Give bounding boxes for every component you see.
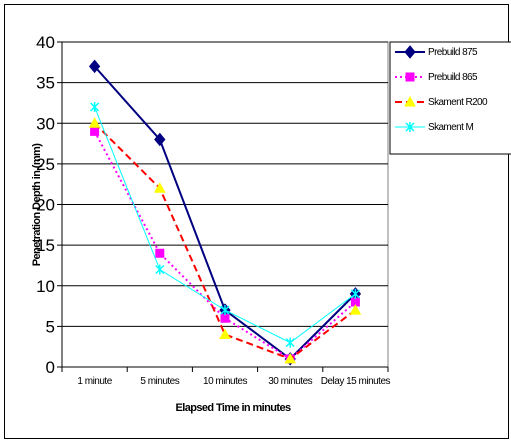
legend-item: Prebuild 875 [395,45,479,59]
data-point [350,288,360,299]
data-point [284,352,297,364]
series-4 [90,102,360,348]
x-axis-title: Elapsed Time in minutes [176,402,291,414]
legend-label: Prebuild 875 [428,47,478,58]
y-axis-ticks: 0 5 10 15 20 25 30 35 40 [36,33,62,377]
legend-marker [405,72,415,82]
legend-marker [404,95,416,107]
gridlines [62,41,388,327]
legend-marker [404,45,416,59]
y-tick-label: 40 [36,33,55,52]
legend-item: Prebuild 865 [395,72,479,83]
data-point [155,248,165,258]
x-tick-label: 1 minute [77,376,112,387]
series-line [93,122,356,361]
y-tick-label: 35 [36,74,55,93]
x-tick-label: 30 minutes [268,376,312,387]
x-tick-label: Delay 15 minutes [321,376,391,387]
series-group [88,59,362,366]
y-tick-label: 30 [36,114,55,133]
y-axis-title: Penetration Depth in (mm) [31,143,43,266]
series-3 [88,117,362,364]
x-tick-label: 5 minutes [140,376,179,387]
data-point [219,328,231,339]
y-tick-label: 10 [36,277,55,296]
y-tick-label: 0 [46,358,55,377]
data-point [285,337,295,348]
data-point [154,132,166,147]
legend-item: Skament R200 [395,95,489,108]
legend-marker [405,122,415,132]
data-point [220,305,230,316]
data-point [90,126,100,136]
y-tick-label: 20 [36,196,55,215]
x-axis-ticks: 1 minute 5 minutes 10 minutes 30 minutes Del… [61,367,391,387]
y-tick-label: 5 [46,317,55,336]
legend-label: Skament M [428,122,473,133]
x-tick-label: 10 minutes [203,376,247,387]
legend-label: Skament R200 [428,97,488,108]
data-point [88,117,101,128]
data-point [155,264,165,275]
data-point [88,59,101,74]
legend-item: Skament M [395,122,474,133]
data-point [220,313,230,323]
y-tick-label: 25 [36,155,55,174]
y-tick-label: 15 [36,236,55,255]
data-point [153,182,166,193]
legend: Prebuild 875 Prebuild 865 Skament R200 Skam… [389,41,511,155]
data-point [349,304,362,315]
legend-label: Prebuild 865 [428,72,478,83]
data-point [90,102,100,112]
